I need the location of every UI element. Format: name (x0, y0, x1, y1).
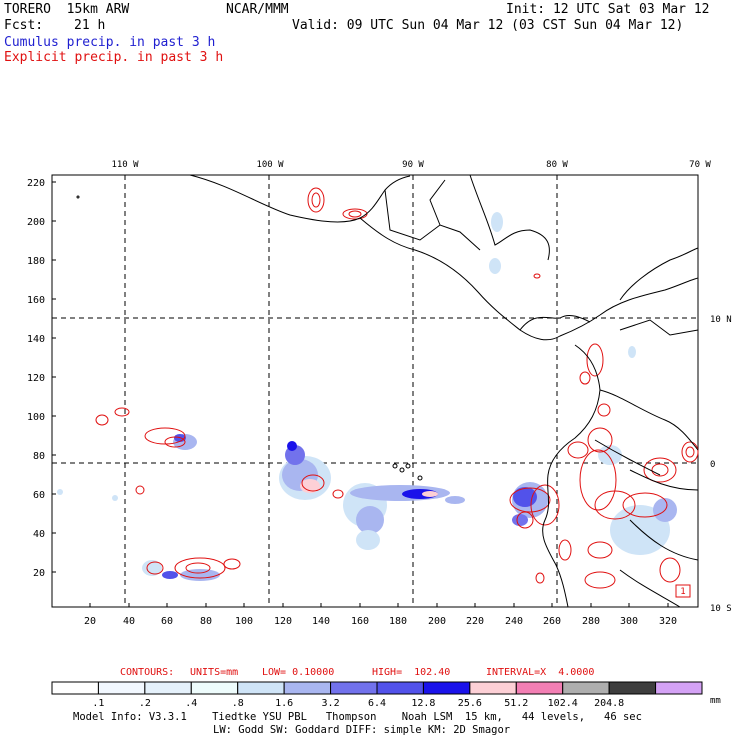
x-tick: 260 (543, 616, 561, 627)
x-tick: 60 (161, 616, 173, 627)
colorbar-label: 204.8 (594, 698, 624, 709)
y-tick: 140 (27, 334, 45, 345)
colorbar-swatch (144, 681, 192, 695)
y-tick: 120 (27, 373, 45, 384)
x-axis: 20 40 60 80 100 120 140 160 180 200 220 … (84, 616, 677, 627)
colorbar-label: .8 (232, 698, 244, 709)
colorbar-unit: mm (710, 696, 721, 706)
contours-units: UNITS=mm (190, 667, 239, 678)
colorbar-swatch (330, 681, 378, 695)
lat-label-0: 0 (710, 460, 715, 470)
contours-label: CONTOURS: (120, 667, 175, 678)
latlon-grid (52, 175, 698, 607)
colorbar-swatch (422, 681, 471, 695)
x-tick: 20 (84, 616, 96, 627)
colorbar-label: .4 (185, 698, 197, 709)
colorbar-label: 12.8 (411, 698, 435, 709)
colorbar-swatch (237, 681, 285, 695)
y-tick: 220 (27, 178, 45, 189)
colorbar-swatch (655, 681, 703, 695)
x-tick: 220 (466, 616, 484, 627)
colorbar-label: 102.4 (548, 698, 578, 709)
model-info-line: Model Info: V3.3.1 Tiedtke YSU PBL Thomp… (73, 711, 642, 723)
colorbar-label: 6.4 (368, 698, 386, 709)
x-tick: 100 (235, 616, 253, 627)
lon-label-70w: 70 W (689, 160, 711, 170)
forecast-hours: 21 h (74, 18, 106, 33)
colorbar-label: 1.6 (275, 698, 293, 709)
colorbar-swatch (515, 681, 564, 695)
x-tick: 80 (200, 616, 212, 627)
colorbar-swatch (469, 681, 517, 695)
y-tick: 100 (27, 412, 45, 423)
physics-info-line: LW: Godd SW: Goddard DIFF: simple KM: 2D… (213, 724, 511, 736)
y-tick: 60 (33, 490, 45, 501)
colorbar-label: 25.6 (458, 698, 482, 709)
model-title: TORERO 15km ARW (4, 2, 130, 17)
y-tick: 80 (33, 451, 45, 462)
x-tick: 160 (351, 616, 369, 627)
lat-label-10s: 10 S (710, 604, 732, 614)
x-tick: 200 (428, 616, 446, 627)
lon-label-100w: 100 W (256, 160, 284, 170)
y-tick: 180 (27, 256, 45, 267)
colorbar-swatch (562, 681, 610, 695)
init-time: Init: 12 UTC Sat 03 Mar 12 (506, 2, 710, 17)
explicit-precip-contours (95, 187, 699, 589)
colorbar-swatch (283, 681, 332, 695)
boxed-marker-label: 1 (680, 587, 685, 597)
lon-label-110w: 110 W (111, 160, 139, 170)
x-tick: 320 (659, 616, 677, 627)
colorbar-labels: .1 .2 .4 .8 1.6 3.2 6.4 12.8 25.6 51.2 102.4 204.8 (92, 698, 624, 709)
colorbar-label: 51.2 (504, 698, 528, 709)
contours-high: HIGH= 102.40 (372, 667, 451, 678)
x-tick-marks (89, 603, 669, 607)
contours-low: LOW= 0.10000 (262, 667, 335, 678)
x-tick: 240 (505, 616, 523, 627)
lat-label-10n: 10 N (710, 315, 732, 325)
y-tick-marks (52, 181, 56, 573)
colorbar-label: .2 (139, 698, 151, 709)
contours-interval: INTERVAL=X 4.0000 (486, 667, 595, 678)
y-axis: 20 40 60 80 100 120 140 160 180 200 220 (27, 178, 45, 579)
colorbar-swatch (97, 681, 146, 695)
colorbar-swatch (51, 681, 99, 695)
colorbar-swatch (190, 681, 239, 695)
y-tick: 40 (33, 529, 45, 540)
x-tick: 40 (123, 616, 135, 627)
colorbar-label: .1 (92, 698, 104, 709)
x-tick: 300 (620, 616, 638, 627)
x-tick: 120 (274, 616, 292, 627)
source-label: NCAR/MMM (226, 2, 289, 17)
x-tick: 180 (389, 616, 407, 627)
colorbar-swatch (608, 681, 657, 695)
colorbar-label: 3.2 (322, 698, 340, 709)
coastlines (76, 174, 699, 608)
valid-time: Valid: 09 UTC Sun 04 Mar 12 (03 CST Sun … (292, 18, 684, 33)
x-tick: 140 (312, 616, 330, 627)
colorbar-swatch (376, 681, 424, 695)
lon-label-90w: 90 W (402, 160, 424, 170)
explicit-precip-label: Explicit precip. in past 3 h (4, 50, 224, 65)
cumulus-precip-label: Cumulus precip. in past 3 h (4, 35, 216, 50)
y-tick: 200 (27, 217, 45, 228)
boxed-marker (675, 584, 691, 598)
y-tick: 20 (33, 568, 45, 579)
precip-colorbar (51, 681, 703, 695)
forecast-label: Fcst: (4, 18, 44, 33)
y-tick: 160 (27, 295, 45, 306)
lon-label-80w: 80 W (546, 160, 568, 170)
x-tick: 280 (582, 616, 600, 627)
